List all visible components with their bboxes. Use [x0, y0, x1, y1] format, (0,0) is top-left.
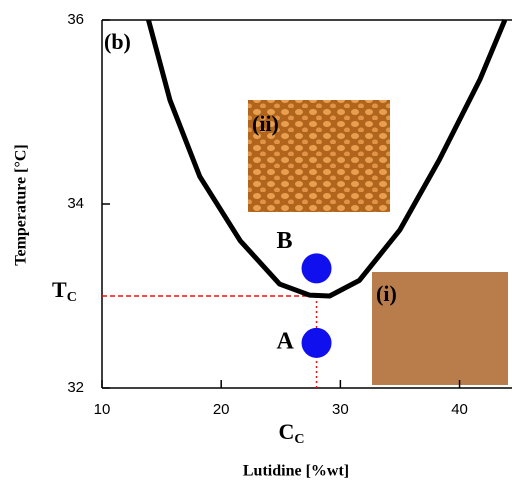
panel-label: (b) — [104, 29, 131, 54]
y-axis-title: Temperature [°C] — [13, 144, 30, 265]
x-tick-label: 30 — [332, 401, 349, 418]
y-tick-label: 36 — [67, 11, 84, 28]
label-main: C — [279, 419, 295, 444]
inset-label: (ii) — [252, 111, 279, 136]
x-tick-label: 20 — [213, 401, 230, 418]
label-sub: C — [294, 432, 304, 447]
state-point — [301, 253, 332, 284]
state-point-label: B — [277, 228, 293, 254]
x-axis-title: Lutidine [%wt] — [243, 463, 349, 480]
label-main: T — [52, 277, 67, 302]
state-point — [301, 327, 332, 358]
y-tick-label: 32 — [67, 379, 84, 396]
x-tick-label: 10 — [94, 401, 111, 418]
inset-image-ii — [248, 100, 390, 212]
state-point-label: A — [277, 328, 295, 354]
label-sub: C — [67, 290, 77, 305]
inset-label: (i) — [376, 281, 397, 306]
coexistence-curve — [146, 19, 508, 299]
x-tick-label: 40 — [451, 401, 468, 418]
inset-image-i — [372, 272, 508, 385]
critical-temperature-label: TC — [52, 277, 77, 305]
critical-composition-label: CC — [279, 419, 305, 447]
y-tick-label: 34 — [67, 195, 84, 212]
